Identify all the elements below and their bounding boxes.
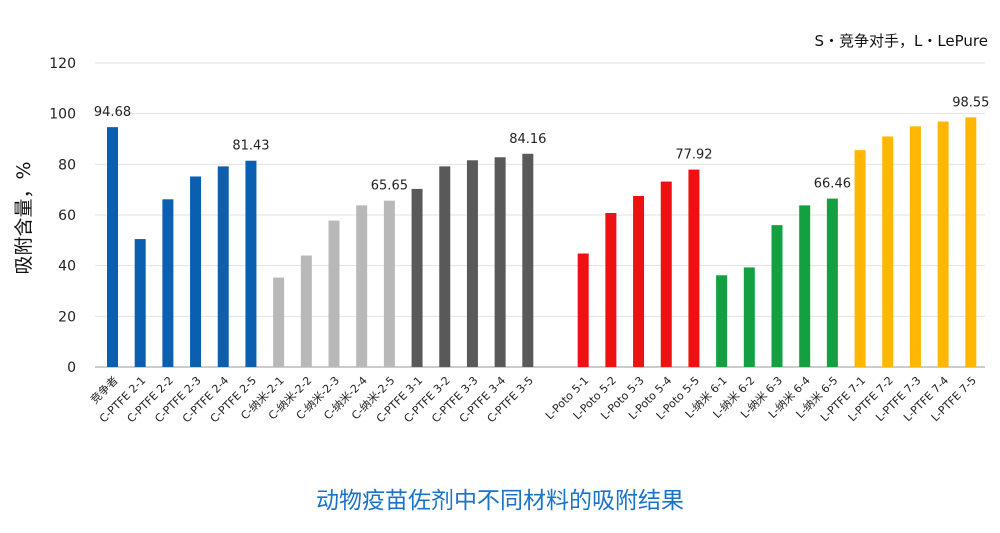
bar	[245, 160, 257, 367]
y-tick-label: 100	[49, 107, 76, 123]
bar	[190, 176, 202, 367]
bar	[909, 126, 921, 367]
bar	[799, 205, 811, 367]
bar	[411, 188, 423, 367]
bar	[965, 117, 977, 367]
y-tick-label: 0	[67, 360, 76, 376]
bar	[162, 199, 174, 367]
bar	[217, 166, 229, 367]
bar	[328, 220, 340, 367]
y-axis-ticks: 0 20 40 60 80 100 120	[49, 56, 76, 376]
bar	[134, 239, 146, 367]
bar	[633, 196, 645, 367]
y-axis-label: 吸附含量，%	[13, 161, 35, 274]
data-label: 94.68	[94, 105, 131, 120]
bar	[937, 121, 949, 368]
data-label: 84.16	[509, 132, 546, 147]
bar	[107, 127, 118, 367]
grid-lines	[95, 62, 985, 368]
bar	[771, 225, 783, 367]
bar	[522, 153, 534, 367]
bar	[439, 166, 451, 367]
bar	[383, 200, 395, 367]
data-label: 65.65	[371, 179, 408, 194]
y-tick-label: 40	[58, 259, 76, 275]
bar	[605, 212, 617, 367]
data-label: 66.46	[814, 177, 851, 192]
y-tick-label: 80	[58, 157, 76, 173]
bar	[882, 136, 894, 367]
chart-title: 动物疫苗佐剂中不同材料的吸附结果	[316, 488, 684, 514]
bars	[107, 117, 977, 368]
data-label: 81.43	[232, 139, 269, 154]
bar	[854, 150, 866, 367]
y-tick-label: 60	[58, 208, 76, 224]
bar	[356, 205, 368, 367]
legend-note: S・竞争对手，L・LePure	[814, 32, 988, 50]
bar	[688, 169, 700, 367]
y-tick-label: 120	[49, 56, 76, 72]
bar	[466, 160, 478, 367]
bar	[577, 253, 589, 367]
bar	[273, 277, 285, 367]
data-labels: 94.68 81.43 65.65 84.16 77.92 66.46 98.55	[94, 95, 990, 193]
bar	[494, 157, 506, 367]
bar	[743, 267, 755, 367]
bar	[660, 181, 672, 367]
data-label: 98.55	[952, 95, 989, 110]
bar	[716, 275, 728, 367]
bar	[300, 255, 312, 367]
y-tick-label: 20	[58, 309, 76, 325]
bar	[826, 198, 838, 367]
data-label: 77.92	[675, 148, 712, 163]
